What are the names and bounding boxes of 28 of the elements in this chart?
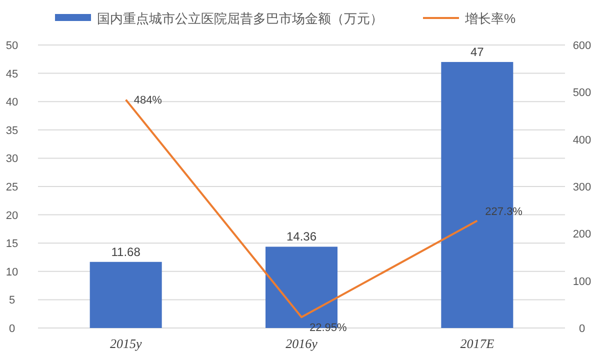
y2-tick-label: 300 [572,182,592,194]
y-tick-label: 25 [6,182,18,194]
bar [90,262,162,328]
y-tick-label: 10 [6,266,18,278]
data-label: 47 [470,44,484,59]
y-tick-label: 45 [6,68,18,80]
y-tick-label: 40 [6,96,18,109]
legend-label: 增长率% [464,11,516,26]
x-tick-label: 2015y [110,336,142,351]
y2-tick-label: 600 [572,40,592,52]
y-tick-label: 30 [6,153,18,166]
y-tick-label: 15 [6,238,18,250]
y2-tick-label: 400 [572,134,592,146]
y2-tick-label: 500 [572,87,592,100]
y2-tick-label: 200 [572,228,592,241]
data-label: 11.68 [111,244,141,259]
y-tick-label: 5 [8,294,16,307]
y-tick-label: 50 [6,40,18,52]
data-label: 14.36 [286,230,317,244]
x-tick-label: 2017E [460,336,494,351]
y2-tick-label: 100 [572,276,592,288]
y-tick-label: 35 [6,124,18,137]
x-tick-label: 2016y [286,336,318,351]
y-tick-label: 20 [6,210,18,222]
legend-label: 国内重点城市公立医院屈昔多巴市场金额（万元） [97,11,383,26]
y2-tick-label: 0 [578,323,586,335]
y-tick-label: 0 [8,323,16,335]
data-label: 484% [134,94,162,107]
